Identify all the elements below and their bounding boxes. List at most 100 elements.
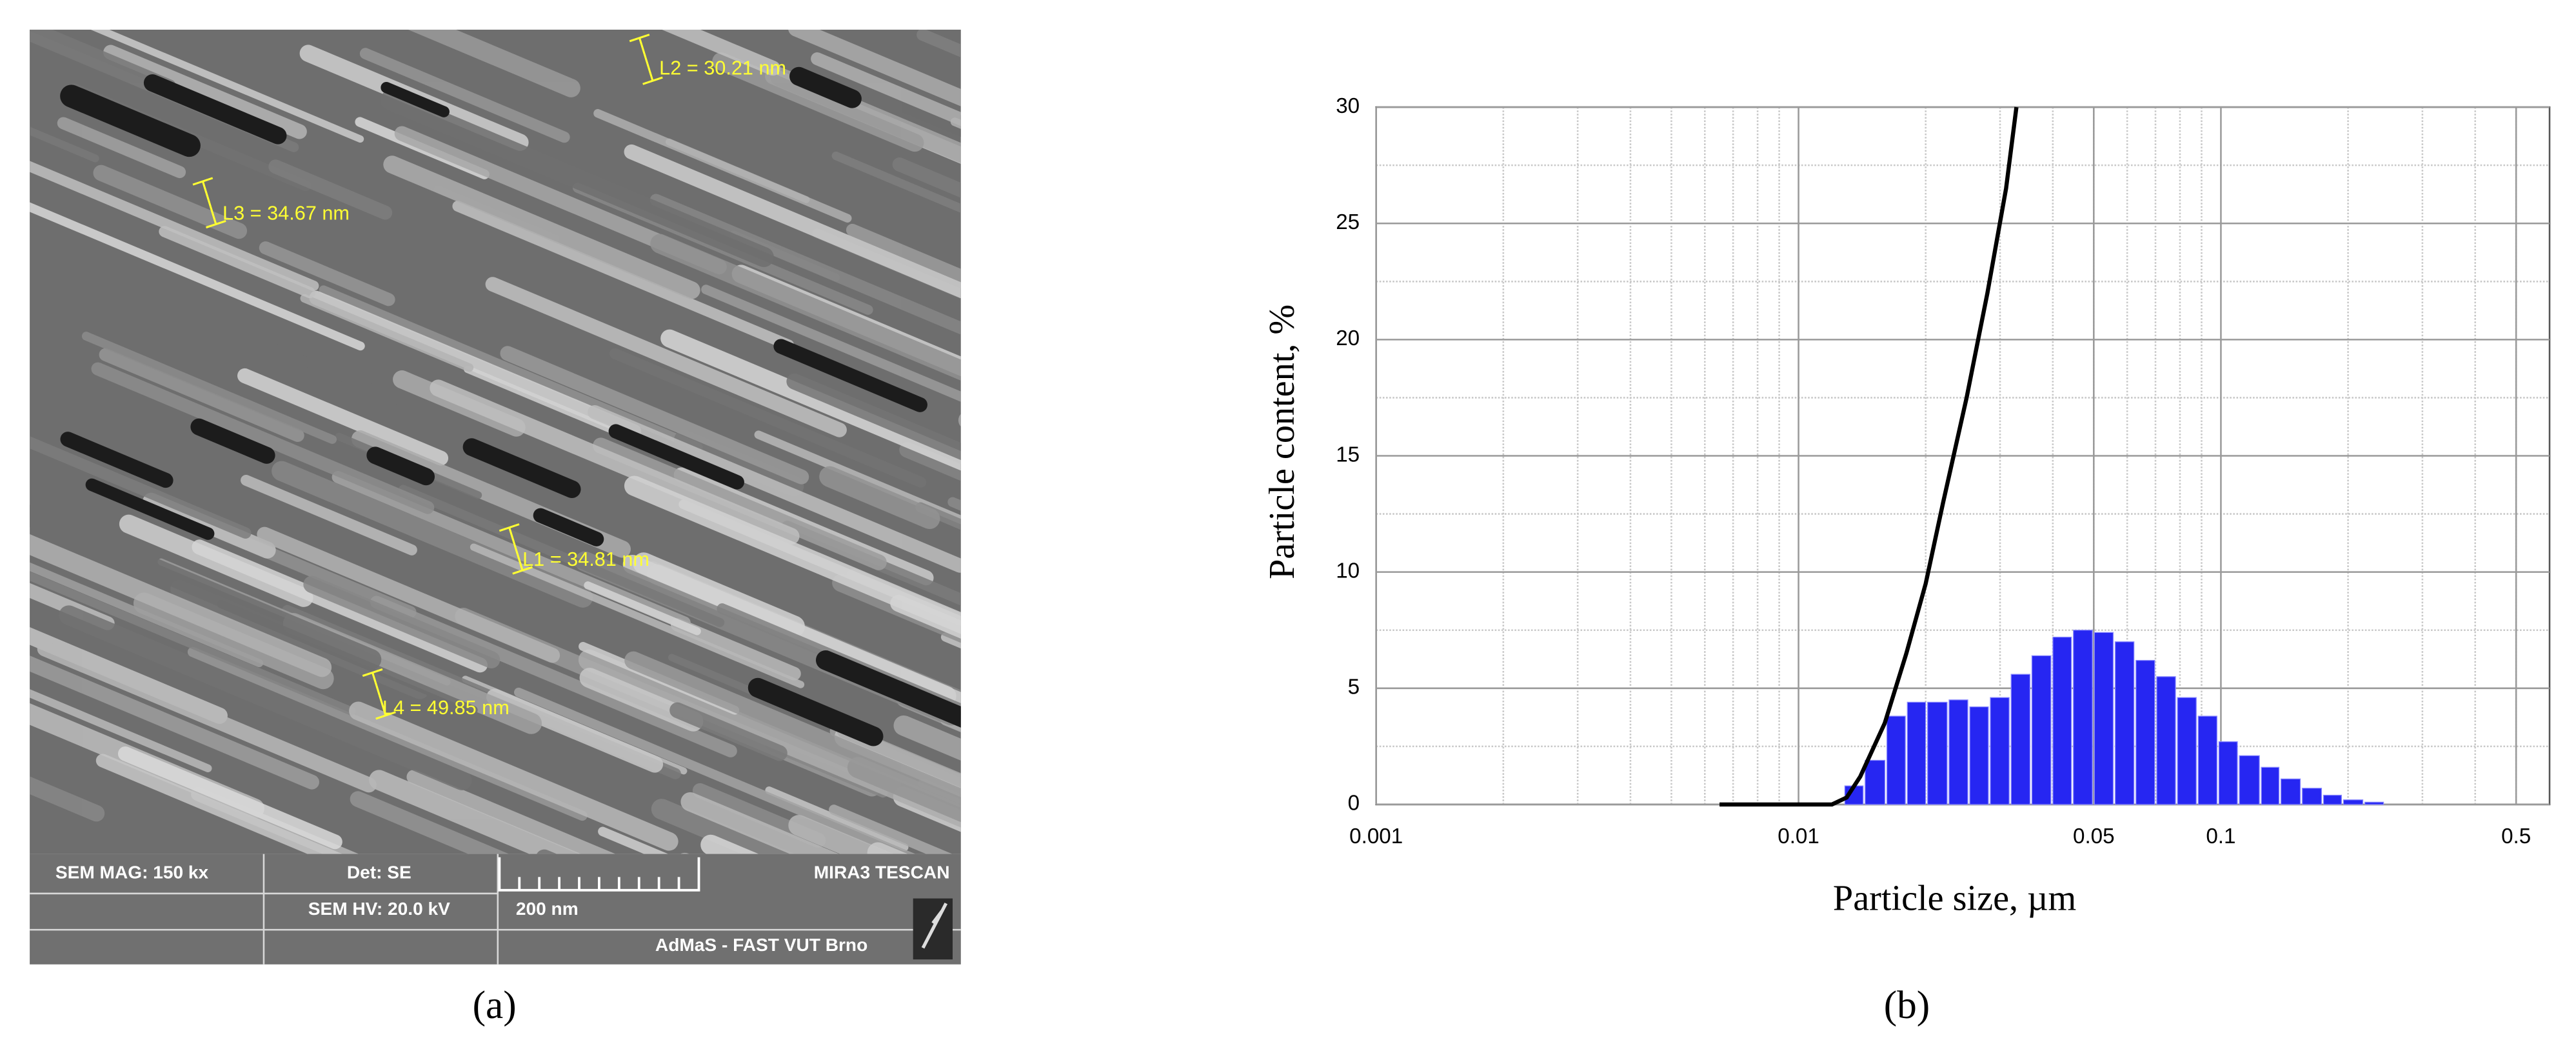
pore [381, 81, 450, 117]
measurement-label: L1 = 34.81 nm [522, 548, 649, 570]
fiber [701, 285, 961, 402]
pore [85, 478, 215, 540]
bar [2114, 641, 2135, 805]
bar [2156, 676, 2176, 805]
fiber [30, 534, 332, 677]
marker-line [201, 181, 217, 225]
fiber [380, 90, 774, 268]
fiber [786, 373, 961, 460]
pore [60, 432, 173, 488]
bar [1886, 715, 1906, 805]
fiber [973, 385, 1233, 494]
pore [789, 66, 862, 108]
fiber [268, 159, 393, 220]
info-text: 200 nm [516, 899, 579, 919]
fiber [514, 687, 916, 854]
fiber [452, 201, 795, 351]
bar [2261, 766, 2280, 805]
fiber [237, 368, 449, 466]
chart: Particle size, µm Particle content, % 0 5… [1262, 94, 2551, 919]
fiber [662, 29, 780, 76]
bar [2197, 715, 2217, 805]
marker-line [508, 527, 524, 571]
fiber [251, 335, 425, 414]
y-tick-label: 20 [1336, 326, 1360, 350]
measurements: L2 = 30.21 nm L3 = 34.67 nm L1 = 34.81 nm L… [192, 34, 786, 720]
fiber [95, 754, 342, 854]
fiber [103, 45, 307, 139]
measurement-label: L3 = 34.67 nm [223, 202, 350, 224]
bar [1990, 697, 2010, 805]
pore [143, 74, 287, 145]
fiber [673, 430, 804, 497]
fiber [37, 641, 377, 793]
fiber [90, 29, 364, 143]
fiber [117, 746, 342, 850]
y-tick-label: 0 [1348, 792, 1360, 815]
fiber [890, 595, 961, 639]
fiber [30, 202, 365, 351]
fiber [81, 332, 337, 445]
y-tick-label: 30 [1336, 94, 1360, 118]
y-tick-label: 10 [1336, 559, 1360, 583]
pore [366, 446, 435, 486]
fiber [30, 161, 319, 291]
fiber [59, 414, 341, 541]
fiber [93, 165, 248, 239]
logo [913, 898, 953, 960]
fiber [598, 826, 668, 854]
marker-cap [206, 219, 226, 229]
fiber [624, 651, 961, 808]
fiber [369, 770, 581, 854]
bar [2323, 794, 2343, 805]
fiber [30, 505, 382, 670]
pore [462, 438, 581, 499]
bar [2364, 801, 2384, 805]
bar [2280, 778, 2301, 805]
sem-panel: SEM MAG: 150 kx Det: SE MIRA3 TESCAN SEM… [30, 29, 1233, 965]
fiber [650, 234, 961, 381]
info-grid [30, 854, 961, 965]
fiber [950, 117, 961, 129]
caption: (a) [473, 983, 517, 1027]
fiber [660, 329, 961, 471]
bar [2094, 632, 2114, 805]
fiber [30, 571, 356, 716]
fiber [159, 226, 316, 299]
marker [499, 523, 533, 575]
fiber [464, 365, 634, 441]
bar [2301, 788, 2323, 805]
fiber [187, 646, 588, 821]
pore [748, 677, 884, 746]
pore [60, 85, 201, 157]
fiber [665, 138, 810, 203]
y-axis-label: Particle content, % [1262, 305, 1302, 579]
fiber [30, 126, 99, 163]
marker-cap [629, 34, 650, 43]
marker-line [639, 37, 654, 81]
y-tick-label: 25 [1336, 210, 1360, 234]
fiber [669, 702, 788, 761]
marker-cap [512, 566, 533, 575]
fiber [829, 805, 953, 854]
bar [2343, 799, 2364, 805]
x-axis-label: Particle size, µm [1833, 879, 2076, 919]
fiber [406, 770, 616, 854]
fiber [485, 277, 847, 437]
bar [2073, 630, 2093, 805]
marker-cap [362, 668, 383, 677]
pore [533, 508, 604, 546]
marker [362, 668, 396, 720]
fiber [633, 552, 805, 637]
fiber [408, 29, 580, 97]
x-tick-label: 0.01 [1778, 825, 1819, 848]
grid [1375, 106, 2550, 806]
bar [2239, 755, 2260, 805]
fiber [788, 815, 894, 854]
marker-cap [642, 76, 663, 85]
fiber [359, 48, 570, 143]
fiber [819, 466, 940, 530]
fiber [303, 575, 500, 669]
fiber [916, 29, 961, 57]
